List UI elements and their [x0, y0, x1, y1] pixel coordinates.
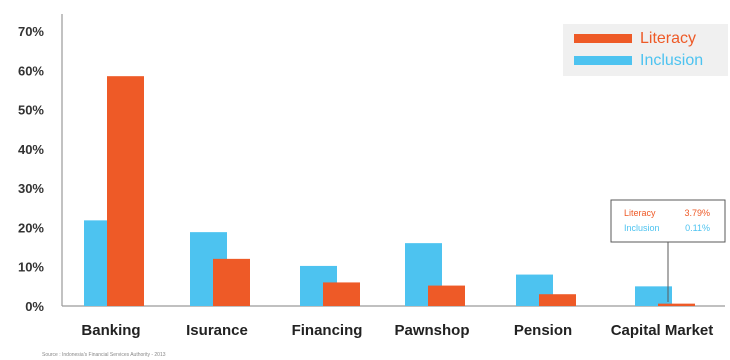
legend-label-literacy: Literacy: [640, 30, 696, 47]
legend-box: [563, 24, 728, 76]
bar-literacy-isurance: [213, 258, 250, 306]
category-label-pawnshop: Pawnshop: [394, 322, 469, 339]
y-axis-ticks: 0% 10% 20% 30% 40% 50% 60% 70%: [18, 24, 44, 314]
bar-literacy-capital-market: [658, 303, 695, 306]
callout-value-literacy: 3.79%: [684, 208, 710, 218]
category-label-capital-market: Capital Market: [611, 322, 714, 339]
bar-literacy-banking: [107, 76, 144, 306]
y-tick-label-20: 20%: [18, 220, 44, 235]
y-tick-label-40: 40%: [18, 142, 44, 157]
y-tick-label-10: 10%: [18, 260, 44, 275]
y-tick-label-0: 0%: [25, 299, 44, 314]
category-label-pension: Pension: [514, 322, 572, 339]
bars: [84, 76, 695, 306]
legend: Literacy Inclusion: [563, 24, 728, 76]
bar-literacy-financing: [323, 282, 360, 306]
callout-label-inclusion: Inclusion: [624, 223, 660, 233]
source-note: Source : Indonesia's Financial Services …: [42, 352, 166, 358]
callout-label-literacy: Literacy: [624, 208, 656, 218]
bar-inclusion-capital-market: [635, 286, 672, 306]
callout-box: [610, 199, 726, 243]
legend-swatch-inclusion: [574, 56, 632, 65]
bar-literacy-pawnshop: [428, 285, 465, 306]
bar-literacy-pension: [539, 294, 576, 306]
y-tick-label-30: 30%: [18, 181, 44, 196]
capital-market-callout: Literacy 3.79% Inclusion 0.11%: [610, 199, 726, 302]
callout-value-inclusion: 0.11%: [685, 223, 710, 233]
y-tick-label-50: 50%: [18, 103, 44, 118]
y-tick-label-70: 70%: [18, 24, 44, 39]
category-label-isurance: Isurance: [186, 322, 248, 339]
category-label-banking: Banking: [81, 322, 140, 339]
x-axis-category-labels: Banking Isurance Financing Pawnshop Pension C…: [81, 322, 713, 339]
axes: [61, 14, 725, 307]
legend-swatch-literacy: [574, 34, 632, 43]
y-tick-label-60: 60%: [18, 63, 44, 78]
category-label-financing: Financing: [292, 322, 363, 339]
legend-label-inclusion: Inclusion: [640, 52, 703, 69]
